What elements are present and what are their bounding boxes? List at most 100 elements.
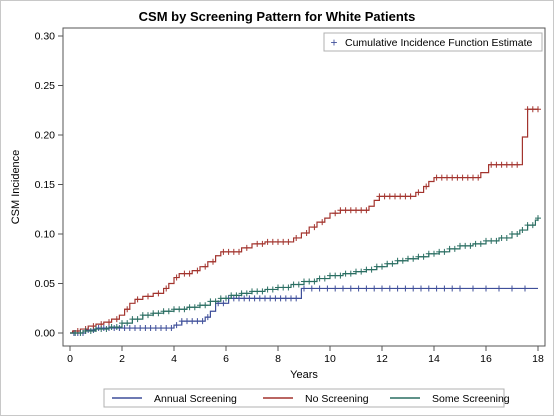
censor-mark xyxy=(376,193,383,200)
censor-mark xyxy=(90,323,97,330)
censor-mark xyxy=(524,106,531,113)
censor-mark xyxy=(438,174,445,181)
censor-mark xyxy=(535,106,541,113)
censor-mark xyxy=(176,306,183,313)
censor-mark xyxy=(254,240,261,247)
censor-mark xyxy=(194,318,201,325)
censor-mark xyxy=(347,285,354,292)
censor-mark xyxy=(418,285,424,292)
censor-mark xyxy=(459,174,466,181)
censor-mark xyxy=(415,253,422,260)
legend-label: Annual Screening xyxy=(154,393,237,405)
censor-mark xyxy=(77,330,84,336)
censor-mark xyxy=(451,245,458,252)
censor-mark xyxy=(168,325,175,332)
censor-mark xyxy=(100,325,107,332)
censor-mark xyxy=(457,242,463,249)
x-tick-label: 6 xyxy=(223,353,229,365)
censor-mark xyxy=(233,292,240,299)
censor-mark xyxy=(223,295,229,302)
censor-mark xyxy=(275,238,281,245)
x-tick-label: 18 xyxy=(532,353,544,365)
censor-mark xyxy=(397,193,404,200)
censor-mark xyxy=(275,284,281,291)
censor-mark xyxy=(509,285,515,292)
censor-mark xyxy=(483,285,489,292)
censor-mark xyxy=(124,306,131,313)
censor-mark xyxy=(236,248,242,255)
censor-legend: + Cumulative Incidence Function Estimate xyxy=(323,32,543,52)
censor-mark xyxy=(246,295,253,302)
censor-mark xyxy=(139,312,146,319)
censor-mark xyxy=(529,106,536,113)
chart-title: CSM by Screening Pattern for White Patie… xyxy=(138,9,416,24)
x-tick-label: 8 xyxy=(275,353,281,365)
censor-mark xyxy=(259,288,266,295)
censor-mark xyxy=(264,286,271,293)
censor-mark xyxy=(405,255,411,262)
censor-mark xyxy=(295,281,302,288)
censor-mark xyxy=(363,266,370,273)
censor-mark xyxy=(301,285,307,292)
censor-mark xyxy=(124,320,131,327)
x-axis-label: Years xyxy=(290,369,318,381)
censor-mark xyxy=(470,285,476,292)
censor-mark xyxy=(303,230,310,237)
censor-mark xyxy=(293,295,300,302)
censor-mark xyxy=(316,275,323,282)
censor-mark xyxy=(498,234,505,241)
censor-mark xyxy=(301,278,307,285)
censor-mark xyxy=(457,285,463,292)
censor-mark xyxy=(340,285,346,292)
censor-mark xyxy=(129,316,136,323)
censor-mark xyxy=(126,325,133,332)
censor-mark xyxy=(524,222,531,229)
censor-mark xyxy=(171,306,177,313)
censor-mark xyxy=(142,325,149,332)
censor-mark xyxy=(165,308,172,315)
censor-mark xyxy=(483,237,489,244)
censor-mark xyxy=(332,272,339,279)
censor-mark xyxy=(436,248,443,255)
censor-mark xyxy=(249,288,255,295)
censor-mark xyxy=(119,320,125,327)
censor-mark xyxy=(262,295,268,302)
censor-mark xyxy=(332,285,339,292)
censor-mark xyxy=(425,250,432,257)
y-tick-label: 0.15 xyxy=(35,179,56,191)
censor-mark xyxy=(407,193,414,200)
censor-mark xyxy=(285,238,292,245)
x-tick-label: 10 xyxy=(324,353,336,365)
censor-mark xyxy=(280,284,287,291)
censor-mark xyxy=(82,328,89,335)
censor-mark xyxy=(217,295,224,302)
censor-mark xyxy=(225,248,232,255)
censor-mark xyxy=(189,318,196,325)
censor-mark xyxy=(353,207,359,214)
legend-label: Some Screening xyxy=(432,393,510,405)
censor-mark xyxy=(342,207,349,214)
censor-mark xyxy=(462,242,469,249)
censor-mark xyxy=(415,189,422,196)
censor-mark xyxy=(158,325,164,332)
censor-mark xyxy=(134,296,141,303)
censor-mark xyxy=(184,318,190,325)
series-legend: Annual Screening No Screening Some Screeni… xyxy=(103,388,510,408)
y-axis-label: CSM Incidence xyxy=(10,150,22,225)
censor-mark xyxy=(522,285,528,292)
censor-mark xyxy=(394,257,401,264)
censor-mark xyxy=(311,278,318,285)
censor-mark xyxy=(202,302,209,309)
censor-mark xyxy=(113,324,120,331)
censor-mark xyxy=(433,174,440,181)
censor-mark xyxy=(163,325,170,332)
censor-mark xyxy=(230,248,237,255)
censor-mark xyxy=(134,316,141,323)
censor-mark xyxy=(347,270,354,277)
censor-mark xyxy=(493,161,500,168)
censor-mark xyxy=(433,285,440,292)
censor-mark xyxy=(316,285,323,292)
censor-mark xyxy=(488,161,495,168)
censor-mark xyxy=(269,238,276,245)
censor-mark xyxy=(256,295,263,302)
